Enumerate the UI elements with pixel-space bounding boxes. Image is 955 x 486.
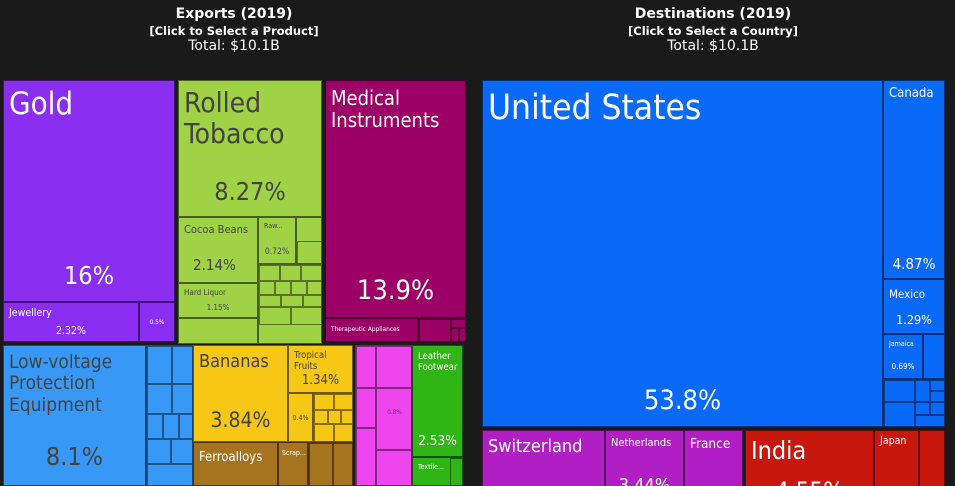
tile-japan[interactable]: Japan [874, 430, 919, 486]
tile-textile-label: Textile... [418, 463, 444, 471]
tile-low-voltage-label: Low-voltage Protection Equipment [9, 351, 113, 416]
tile-canada-value: 4.87% [892, 255, 936, 273]
tile-canada-label: Canada [889, 86, 934, 101]
tile-cocoa-beans[interactable]: Cocoa Beans 2.14% [178, 217, 258, 283]
destinations-treemap: United States 53.8% Canada 4.87% Mexico … [482, 80, 945, 486]
tile-jewellery[interactable]: Jewellery 2.32% [3, 302, 139, 342]
tile-gold-label: Gold [9, 86, 74, 122]
tile-rolled-tobacco-value: 8.27% [214, 177, 286, 206]
tile-tropical-fruits-value: 1.34% [301, 373, 340, 388]
tile-low-voltage-protection[interactable]: Low-voltage Protection Equipment 8.1% [3, 345, 146, 486]
tile-united-states-value: 53.8% [643, 385, 722, 416]
tile-india-value: 4.55% [746, 477, 873, 486]
tile-low-voltage-value: 8.1% [45, 442, 104, 471]
tile-cocoa-beans-label: Cocoa Beans [184, 223, 249, 236]
tile-tobacco-group[interactable] [296, 217, 322, 264]
tile-hard-liquor[interactable]: Hard Liquor 1.15% [178, 283, 258, 318]
tile-raw-value: 0.72% [264, 247, 290, 257]
tile-ferroalloys-label: Ferroalloys [199, 450, 263, 465]
tile-france-label: France [690, 436, 731, 452]
tile-medical-group[interactable] [418, 318, 466, 342]
tile-tobacco-grid[interactable] [258, 264, 322, 344]
tile-fruit-group[interactable] [313, 393, 353, 442]
tile-hard-liquor-label: Hard Liquor [184, 288, 226, 297]
tile-americas-group[interactable] [923, 334, 945, 379]
tile-fruit-small[interactable]: 0.4% [288, 393, 313, 442]
tile-scrap[interactable]: Scrap... [278, 442, 308, 486]
tile-medical-instruments-value: 13.9% [356, 275, 435, 306]
tile-jamaica-label: Jamaica [889, 340, 914, 348]
tile-bananas-label: Bananas [199, 351, 269, 372]
tile-gold-small-value: 0.5% [149, 318, 165, 326]
tile-jamaica-value: 0.69% [891, 362, 915, 371]
tile-tobacco-misc[interactable] [178, 318, 258, 344]
exports-title: Exports (2019) [175, 6, 293, 22]
tile-tropical-fruits-label: Tropical Fruits [294, 350, 327, 372]
tile-netherlands-value: 3.44% [618, 475, 671, 486]
tile-rolled-tobacco-label: Rolled Tobacco [184, 86, 285, 151]
tile-raw-label: Raw... [264, 222, 283, 230]
exports-header: Exports (2019) [Click to Select a Produc… [134, 6, 334, 55]
tile-leather-footwear-value: 2.53% [418, 433, 457, 449]
tile-canada[interactable]: Canada 4.87% [883, 80, 945, 279]
tile-jamaica[interactable]: Jamaica 0.69% [883, 334, 923, 379]
tile-ferroalloys[interactable]: Ferroalloys [193, 442, 278, 486]
tile-therapeutic-appliances-label: Therapeutic Appliances [331, 325, 400, 333]
tile-india-label: India [751, 436, 807, 465]
tile-netherlands[interactable]: Netherlands 3.44% [605, 430, 684, 486]
tile-metals-group[interactable] [308, 442, 353, 486]
tile-jewellery-label: Jewellery [9, 307, 52, 319]
tile-tropical-fruits[interactable]: Tropical Fruits 1.34% [288, 345, 353, 393]
tile-mexico-label: Mexico [889, 287, 926, 301]
tile-asia-group[interactable] [919, 430, 945, 486]
tile-united-states-label: United States [488, 88, 702, 128]
tile-france[interactable]: France [684, 430, 743, 486]
tile-gold-small[interactable]: 0.5% [139, 302, 175, 342]
tile-electrical-group[interactable] [146, 345, 193, 486]
tile-medical-instruments[interactable]: Medical Instruments 13.9% [325, 80, 466, 318]
tile-medical-instruments-label: Medical Instruments [331, 86, 440, 133]
tile-therapeutic-appliances[interactable]: Therapeutic Appliances [325, 318, 418, 342]
tile-bananas[interactable]: Bananas 3.84% [193, 345, 288, 442]
tile-hard-liquor-value: 1.15% [206, 303, 230, 312]
tile-raw[interactable]: Raw... 0.72% [258, 217, 296, 264]
tile-united-states[interactable]: United States 53.8% [482, 80, 883, 427]
destinations-title: Destinations (2019) [634, 6, 792, 22]
destinations-total: Total: $10.1B [667, 37, 759, 54]
tile-mexico-value: 1.29% [896, 312, 932, 327]
exports-total: Total: $10.1B [188, 37, 280, 54]
exports-treemap: Gold 16% Jewellery 2.32% 0.5% Rolled Tob… [3, 80, 466, 486]
tile-switzerland-label: Switzerland [488, 436, 583, 457]
tile-magenta-value: 0.8% [387, 408, 402, 416]
tile-leather-footwear-label: Leather Footwear [418, 351, 458, 373]
tile-fruit-small-value: 0.4% [292, 414, 309, 422]
tile-mexico[interactable]: Mexico 1.29% [883, 279, 945, 334]
tile-textile[interactable]: Textile... [412, 457, 463, 486]
tile-gold-value: 16% [64, 261, 114, 290]
tile-netherlands-label: Netherlands [611, 436, 672, 449]
tile-india[interactable]: India 4.55% [745, 430, 874, 486]
tile-cocoa-beans-value: 2.14% [193, 256, 236, 274]
destinations-header: Destinations (2019) [Click to Select a C… [613, 6, 813, 55]
tile-bananas-value: 3.84% [210, 408, 271, 432]
tile-rolled-tobacco[interactable]: Rolled Tobacco 8.27% [178, 80, 322, 217]
tile-jewellery-value: 2.32% [55, 325, 86, 337]
select-product-link[interactable]: [Click to Select a Product] [149, 23, 319, 38]
tile-leather-footwear[interactable]: Leather Footwear 2.53% [412, 345, 463, 457]
tile-japan-label: Japan [880, 435, 907, 447]
select-country-link[interactable]: [Click to Select a Country] [628, 23, 798, 38]
tile-gold[interactable]: Gold 16% [3, 80, 175, 302]
tile-americas-grid[interactable] [883, 379, 945, 427]
tile-scrap-label: Scrap... [282, 449, 306, 457]
tile-switzerland[interactable]: Switzerland [482, 430, 605, 486]
tile-magenta-group[interactable]: 0.8% [355, 345, 412, 486]
